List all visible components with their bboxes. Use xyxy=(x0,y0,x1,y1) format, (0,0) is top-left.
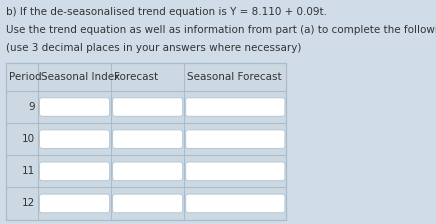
Text: 9: 9 xyxy=(28,102,35,112)
Text: Period: Period xyxy=(9,72,41,82)
Text: 12: 12 xyxy=(22,198,35,209)
FancyBboxPatch shape xyxy=(112,98,183,116)
FancyBboxPatch shape xyxy=(112,162,183,181)
Text: Use the trend equation as well as information from part (a) to complete the foll: Use the trend equation as well as inform… xyxy=(6,25,436,35)
FancyBboxPatch shape xyxy=(39,130,109,149)
Text: 11: 11 xyxy=(22,166,35,176)
Text: Forecast: Forecast xyxy=(114,72,158,82)
Bar xyxy=(6,63,286,220)
FancyBboxPatch shape xyxy=(39,194,109,213)
FancyBboxPatch shape xyxy=(112,194,183,213)
FancyBboxPatch shape xyxy=(39,162,109,181)
Text: Seasonal Index: Seasonal Index xyxy=(41,72,120,82)
Text: b) If the de-seasonalised trend equation is Y = 8.110 + 0.09t.: b) If the de-seasonalised trend equation… xyxy=(6,7,327,17)
Text: Seasonal Forecast: Seasonal Forecast xyxy=(187,72,282,82)
FancyBboxPatch shape xyxy=(186,98,285,116)
FancyBboxPatch shape xyxy=(112,130,183,149)
Text: (use 3 decimal places in your answers where necessary): (use 3 decimal places in your answers wh… xyxy=(6,43,301,53)
FancyBboxPatch shape xyxy=(186,194,285,213)
Text: 10: 10 xyxy=(22,134,35,144)
FancyBboxPatch shape xyxy=(39,98,109,116)
FancyBboxPatch shape xyxy=(186,162,285,181)
FancyBboxPatch shape xyxy=(186,130,285,149)
